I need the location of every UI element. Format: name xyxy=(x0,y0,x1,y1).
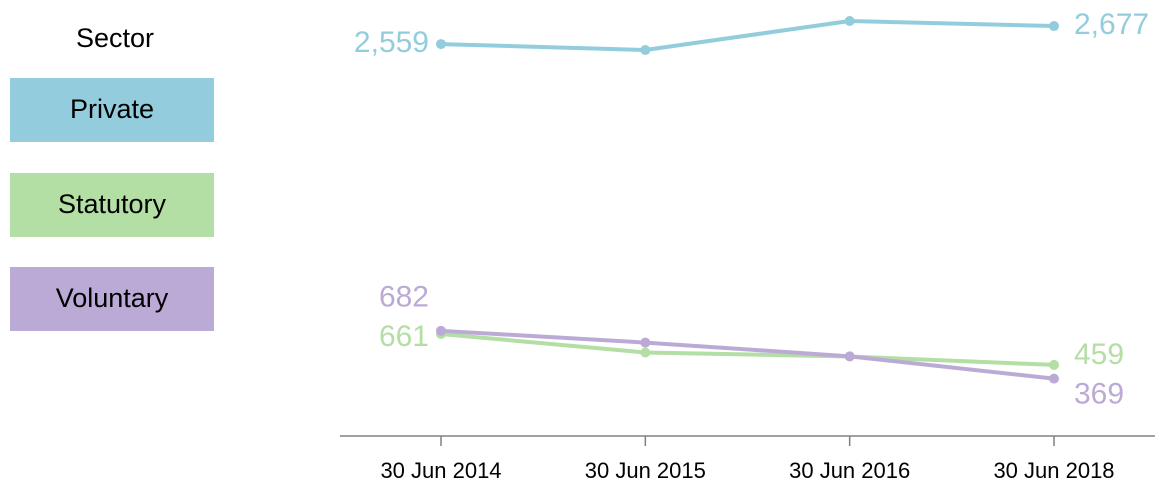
data-point xyxy=(844,16,855,26)
data-point xyxy=(1049,21,1059,32)
data-label: 369 xyxy=(1074,378,1124,411)
data-point xyxy=(436,325,446,336)
data-label: 661 xyxy=(379,320,429,353)
data-point xyxy=(640,45,651,56)
x-tick-label: 30 Jun 2018 xyxy=(993,458,1114,483)
data-label: 2,559 xyxy=(354,26,429,59)
series-line xyxy=(440,332,1055,367)
series-line xyxy=(440,19,1055,53)
x-tick-label: 30 Jun 2014 xyxy=(380,458,501,483)
data-point xyxy=(640,347,651,358)
data-label: 682 xyxy=(379,281,429,314)
legend-swatch xyxy=(10,78,214,142)
data-point xyxy=(1049,373,1059,384)
data-point xyxy=(1049,359,1059,370)
x-tick-label: 30 Jun 2015 xyxy=(585,458,706,483)
legend-title: Sector xyxy=(76,23,154,53)
data-point xyxy=(640,337,651,348)
x-tick-label: 30 Jun 2016 xyxy=(789,458,910,483)
legend-swatch xyxy=(10,267,214,331)
data-label: 2,677 xyxy=(1074,8,1149,41)
data-label: 459 xyxy=(1074,338,1124,371)
legend-label: Voluntary xyxy=(56,283,169,313)
legend-swatch xyxy=(10,173,214,237)
data-point xyxy=(436,39,446,50)
legend-label: Private xyxy=(70,94,154,124)
legend-label: Statutory xyxy=(58,189,167,219)
data-point xyxy=(844,351,855,362)
series-line xyxy=(440,328,1055,381)
